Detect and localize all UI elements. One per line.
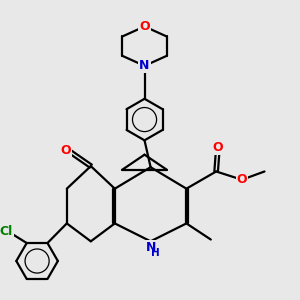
Text: O: O	[60, 143, 71, 157]
Text: O: O	[139, 20, 150, 33]
Text: H: H	[151, 248, 160, 258]
Text: N: N	[146, 241, 156, 254]
Text: O: O	[237, 173, 247, 186]
Text: O: O	[213, 141, 223, 154]
Text: N: N	[139, 59, 150, 72]
Text: Cl: Cl	[0, 225, 13, 238]
